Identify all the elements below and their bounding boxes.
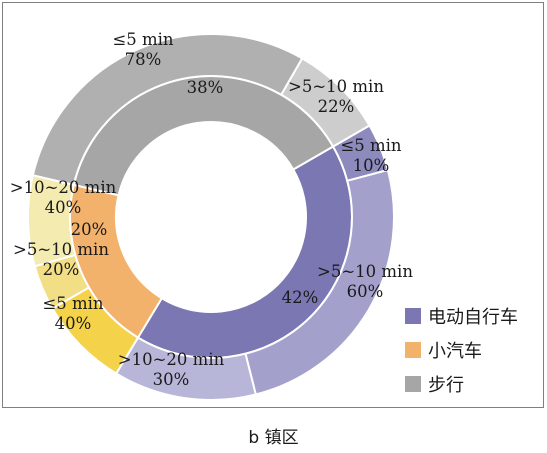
legend-swatch-walk <box>405 376 421 392</box>
outer-label-ebike-le5-min: ≤5 min 10% <box>340 136 401 175</box>
nested-donut-chart: 42% 20% 38% ≤5 min 10% >5~10 min 60% >10~20 min… <box>10 30 413 401</box>
outer-label-walk-5-10-min: >5~10 min 22% <box>288 77 384 116</box>
legend-label-walk: 步行 <box>428 375 464 396</box>
legend-label-car: 小汽车 <box>428 341 482 362</box>
outer-label-car-10-20-min: >10~20 min 40% <box>10 178 117 217</box>
inner-label-walk: 38% <box>187 78 224 97</box>
legend-item-ebike: 电动自行车 <box>405 299 518 333</box>
chart-frame: 42% 20% 38% ≤5 min 10% >5~10 min 60% >10~20 min… <box>2 2 544 408</box>
outer-label-walk-le5-min: ≤5 min 78% <box>112 30 173 69</box>
outer-label-car-le5-min: ≤5 min 40% <box>42 294 103 333</box>
legend-label-ebike: 电动自行车 <box>428 307 518 328</box>
figure-caption: b 镇区 <box>248 428 299 448</box>
outer-label-car-5-10-min: >5~10 min 20% <box>13 240 109 279</box>
legend: 电动自行车 小汽车 步行 <box>405 299 518 401</box>
outer-label-ebike-10-20-min: >10~20 min 30% <box>118 350 225 389</box>
legend-swatch-ebike <box>405 308 421 324</box>
legend-swatch-car <box>405 342 421 358</box>
outer-label-ebike-5-10-min: >5~10 min 60% <box>317 262 413 301</box>
outer-slice-walk-5-10-min <box>279 56 371 148</box>
inner-label-car: 20% <box>71 220 108 239</box>
inner-label-ebike: 42% <box>282 288 319 307</box>
legend-item-car: 小汽车 <box>405 333 518 367</box>
legend-item-walk: 步行 <box>405 367 518 401</box>
